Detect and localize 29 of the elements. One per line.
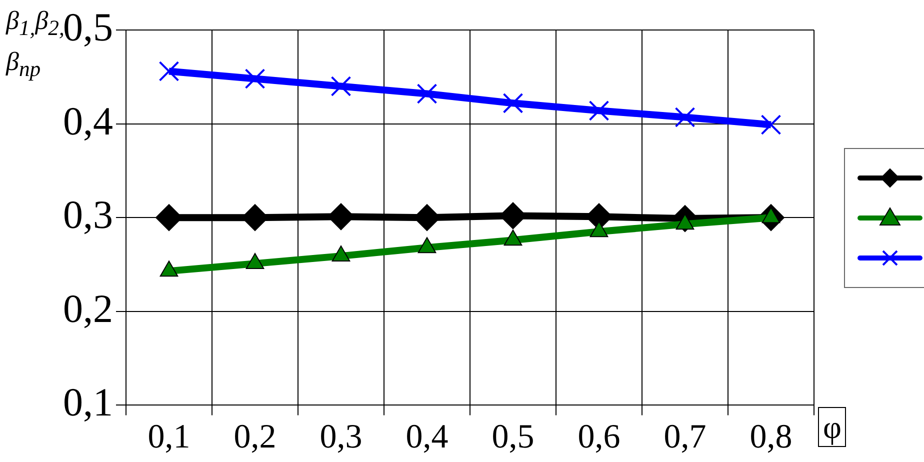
point xyxy=(330,76,352,96)
x-tick-label: 0,3 xyxy=(320,418,362,456)
x-tick-label: 0,2 xyxy=(234,418,276,456)
point xyxy=(418,237,436,254)
point xyxy=(760,114,782,135)
x-tick-label: 0,5 xyxy=(492,418,534,456)
point xyxy=(244,68,266,89)
point xyxy=(588,100,610,121)
x-tick-label: 0,6 xyxy=(578,418,620,456)
x-tick-label: 0,8 xyxy=(750,418,792,456)
y-tick-label: 0,5 xyxy=(63,4,113,50)
point xyxy=(416,84,438,104)
x-tick-label: 0,1 xyxy=(148,418,190,456)
x-tick-label: 0,7 xyxy=(664,418,706,456)
point xyxy=(502,92,524,114)
text: β$_{1,}$β$_{2,}$ β$_{np}$ xyxy=(6,6,64,82)
x-axis-title: φ xyxy=(818,407,846,448)
y-tick-label: 0,3 xyxy=(63,192,113,238)
point xyxy=(332,246,350,262)
point xyxy=(158,61,180,82)
point xyxy=(590,221,608,238)
point xyxy=(674,107,696,128)
y-tick-label: 0,2 xyxy=(63,286,113,331)
y-tick-label: 0,1 xyxy=(63,380,113,425)
point xyxy=(504,230,522,246)
x-tick-label: 0,4 xyxy=(406,418,448,456)
point xyxy=(160,260,178,277)
point xyxy=(246,253,264,270)
y-tick-label: 0,4 xyxy=(63,98,113,144)
